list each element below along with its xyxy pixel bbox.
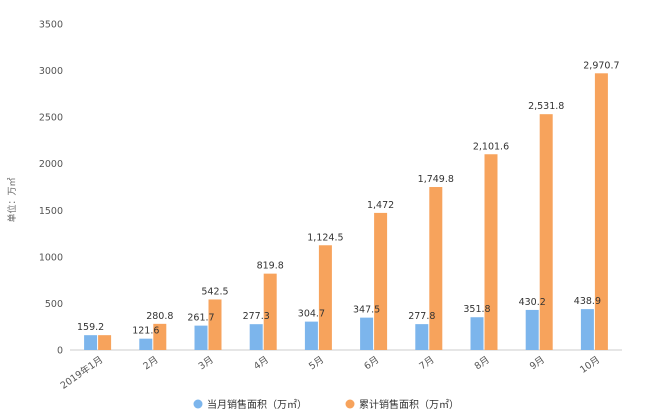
bar-cumulative[interactable] [484,154,498,350]
data-label: 280.8 [146,311,173,322]
data-label: 277.8 [408,311,435,322]
x-tick-label: 9月 [528,354,547,372]
x-tick-label: 5月 [307,354,326,372]
x-axis-ticks: 2019年1月 2月 3月 4月 5月 6月 7月 8月 9月 10月 [58,354,602,392]
data-label: 438.9 [574,296,601,307]
legend-marker [193,399,203,409]
bar-cumulative[interactable] [263,273,277,350]
bar-monthly[interactable] [139,338,153,350]
bar-monthly[interactable] [415,324,429,350]
x-tick-label: 2019年1月 [58,354,105,392]
bar-monthly[interactable] [194,325,208,350]
data-label: 261.7 [187,313,214,324]
x-tick-label: 6月 [362,354,381,372]
data-label: 2,531.8 [528,101,564,112]
data-label: 347.5 [353,305,380,316]
data-label: 2,101.6 [473,141,509,152]
data-label: 1,749.8 [418,174,454,185]
x-tick-label: 2月 [141,354,160,372]
bar-monthly[interactable] [580,309,594,350]
y-tick-label: 500 [45,299,63,310]
bars [84,73,608,351]
y-tick-label: 2500 [39,113,63,124]
bar-cumulative[interactable] [153,323,167,350]
x-tick-label: 4月 [252,354,271,372]
x-tick-label: 7月 [417,354,436,372]
y-tick-label: 1500 [39,206,63,217]
bar-cumulative[interactable] [374,212,388,350]
data-label: 304.7 [298,309,325,320]
bar-monthly[interactable] [360,317,374,350]
data-label: 351.8 [463,304,490,315]
data-label: 121.6 [132,326,159,337]
legend-label[interactable]: 当月销售面积（万㎡） [207,398,307,411]
legend-label[interactable]: 累计销售面积（万㎡） [359,398,459,411]
bar-monthly[interactable] [249,324,263,350]
bar-cumulative[interactable] [429,187,443,350]
bar-cumulative[interactable] [98,335,112,350]
data-label: 2,970.7 [583,60,619,71]
bar-cumulative[interactable] [318,245,332,350]
y-tick-label: 2000 [39,159,63,170]
x-tick-label: 3月 [197,354,216,372]
bar-monthly[interactable] [84,335,98,350]
y-tick-label: 3500 [39,20,63,31]
data-label: 1,472 [367,200,394,211]
y-axis-ticks: 0 500 1000 1500 2000 2500 3000 3500 [39,20,63,357]
data-label: 159.2 [77,322,104,333]
legend-marker [345,399,355,409]
bar-cumulative[interactable] [594,73,608,351]
legend[interactable]: 当月销售面积（万㎡） 累计销售面积（万㎡） [193,398,460,411]
data-label: 430.2 [519,297,546,308]
data-label: 819.8 [257,261,284,272]
x-tick-label: 8月 [473,354,492,372]
y-tick-label: 3000 [39,66,63,77]
bar-cumulative[interactable] [539,114,553,351]
data-label: 277.3 [243,311,270,322]
y-tick-label: 1000 [39,252,63,263]
y-axis-label: 单位：万㎡ [6,177,18,222]
data-labels: 159.2 121.6 280.8 261.7 542.5 277.3 819.8 304.7… [77,60,620,336]
y-tick-label: 0 [57,346,63,357]
bar-monthly[interactable] [525,309,539,350]
bar-monthly[interactable] [304,321,318,350]
x-tick-label: 10月 [578,354,602,375]
bar-cumulative[interactable] [208,299,222,350]
bar-monthly[interactable] [470,317,484,350]
data-label: 542.5 [201,286,228,297]
data-label: 1,124.5 [307,232,343,243]
